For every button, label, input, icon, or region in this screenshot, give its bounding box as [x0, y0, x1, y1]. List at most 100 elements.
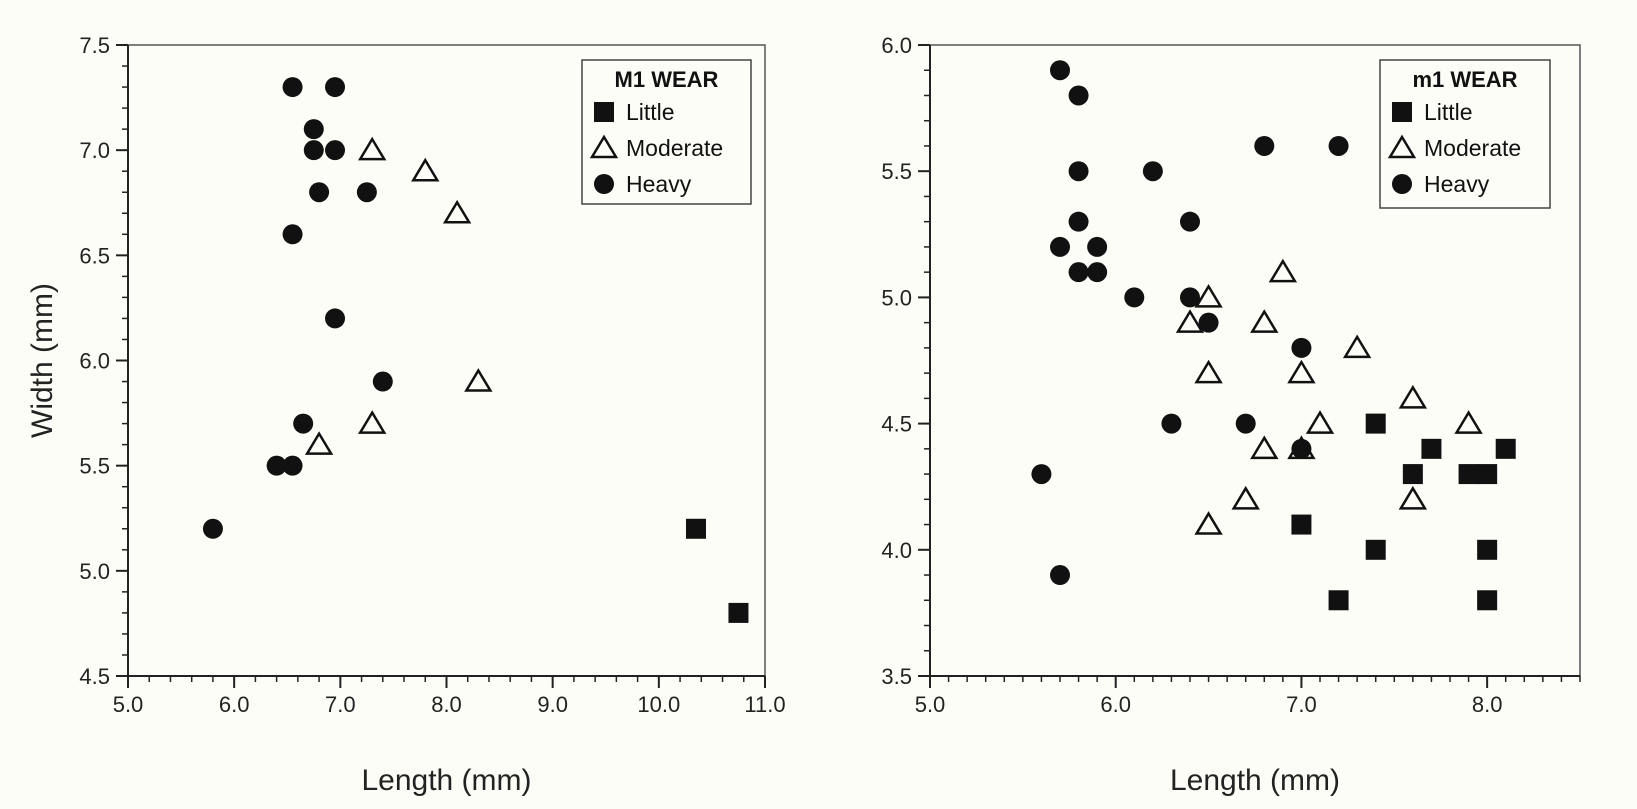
y-tick-label: 6.5	[79, 243, 110, 268]
legend-label-little: Little	[626, 99, 675, 125]
data-point-heavy	[1180, 211, 1200, 232]
data-point-moderate	[357, 410, 387, 434]
data-point-moderate	[1287, 359, 1316, 384]
x-tick-label: 7.0	[1286, 692, 1317, 717]
data-point-moderate	[357, 136, 387, 161]
x-tick-label: 9.0	[537, 692, 568, 717]
y-tick-label: 7.0	[79, 138, 110, 163]
legend-marker-heavy	[1392, 174, 1412, 194]
y-tick-label: 5.0	[881, 285, 912, 310]
y-tick-label: 6.0	[881, 33, 912, 58]
data-point-moderate	[304, 431, 334, 455]
y-tick-label: 4.0	[881, 538, 912, 563]
x-tick-label: 6.0	[219, 692, 250, 717]
x-axis-title: Length (mm)	[361, 764, 531, 797]
series-moderate	[304, 136, 493, 455]
data-point-heavy	[356, 182, 377, 203]
data-point-moderate	[411, 157, 440, 182]
data-point-heavy	[1254, 135, 1275, 156]
legend-marker-little	[594, 102, 614, 122]
data-point-little	[1328, 590, 1349, 611]
legend-label-moderate: Moderate	[1424, 135, 1521, 161]
data-point-heavy	[1068, 262, 1089, 283]
legend-marker-heavy	[594, 174, 614, 194]
data-point-moderate	[1305, 410, 1335, 434]
data-point-heavy	[309, 182, 330, 203]
series-moderate	[1175, 258, 1483, 535]
data-point-moderate	[1398, 485, 1428, 510]
data-point-heavy	[1087, 262, 1108, 283]
data-point-little	[1421, 438, 1442, 459]
legend-label-heavy: Heavy	[1424, 171, 1490, 197]
data-point-heavy	[1050, 236, 1070, 257]
x-tick-label: 8.0	[431, 692, 462, 717]
data-point-little	[1477, 590, 1498, 611]
y-tick-label: 5.0	[79, 559, 110, 584]
series-little	[1291, 413, 1516, 611]
data-point-moderate	[464, 368, 493, 392]
data-point-heavy	[1180, 287, 1200, 308]
data-point-heavy	[325, 308, 346, 329]
data-point-heavy	[1161, 413, 1182, 434]
data-point-moderate	[1342, 334, 1372, 359]
data-point-heavy	[325, 77, 346, 98]
legend-label-moderate: Moderate	[626, 135, 723, 161]
y-axis-title: Width (mm)	[26, 283, 59, 438]
x-tick-label: 11.0	[744, 692, 785, 717]
data-point-moderate	[442, 199, 472, 224]
x-axis-title: Length (mm)	[1170, 764, 1340, 797]
data-point-little	[1365, 413, 1386, 434]
data-point-moderate	[1268, 258, 1298, 283]
data-point-little	[1495, 438, 1516, 459]
data-point-heavy	[266, 455, 287, 476]
data-point-heavy	[293, 413, 314, 434]
data-point-heavy	[282, 224, 303, 245]
data-point-moderate	[1194, 359, 1223, 384]
legend-marker-moderate	[589, 134, 619, 159]
data-point-heavy	[1087, 236, 1108, 257]
data-point-heavy	[1142, 161, 1163, 182]
data-point-heavy	[303, 119, 324, 140]
data-point-little	[1458, 464, 1479, 485]
data-point-heavy	[1068, 161, 1089, 182]
legend-label-little: Little	[1424, 99, 1473, 125]
legend-marker-little	[1392, 102, 1412, 122]
data-point-little	[728, 602, 749, 623]
right-chart-m1-lower-wear: 5.0 6.0 7.0 8.0 3.5 4.0 4.5 5.0 5.5 6.0 Length (mm…	[881, 33, 1581, 797]
y-tick-label: 6.0	[79, 349, 110, 374]
data-point-little	[1291, 514, 1312, 535]
series-heavy	[202, 77, 393, 539]
data-point-moderate	[1398, 384, 1428, 409]
y-tick-label: 7.5	[79, 33, 110, 58]
data-point-little	[1402, 464, 1423, 485]
data-point-heavy	[1031, 464, 1052, 485]
data-point-heavy	[1198, 312, 1219, 333]
data-point-moderate	[1250, 309, 1279, 333]
x-tick-label: 5.0	[113, 692, 144, 717]
legend-title: M1 WEAR	[615, 67, 719, 92]
x-tick-label: 7.0	[325, 692, 356, 717]
legend-label-heavy: Heavy	[626, 171, 692, 197]
data-point-heavy	[1050, 60, 1070, 81]
data-point-heavy	[282, 77, 303, 98]
y-tick-label: 4.5	[79, 664, 110, 689]
data-point-heavy	[1050, 565, 1070, 586]
x-tick-label: 6.0	[1100, 692, 1131, 717]
data-point-moderate	[1175, 309, 1205, 333]
series-heavy	[1031, 60, 1349, 586]
data-point-moderate	[1231, 485, 1260, 510]
y-tick-label: 5.5	[79, 454, 110, 479]
data-point-moderate	[1194, 283, 1223, 308]
data-point-heavy	[303, 140, 324, 161]
data-point-moderate	[1194, 511, 1223, 535]
data-point-heavy	[1291, 337, 1312, 358]
x-tick-label: 8.0	[1472, 692, 1503, 717]
data-point-little	[1365, 539, 1386, 560]
legend: M1 WEAR Little Moderate Heavy	[581, 59, 752, 205]
data-point-heavy	[325, 140, 346, 161]
y-tick-label: 4.5	[881, 412, 912, 437]
data-point-heavy	[1124, 287, 1145, 308]
x-tick-label: 10.0	[637, 692, 680, 717]
data-point-little	[1477, 539, 1498, 560]
